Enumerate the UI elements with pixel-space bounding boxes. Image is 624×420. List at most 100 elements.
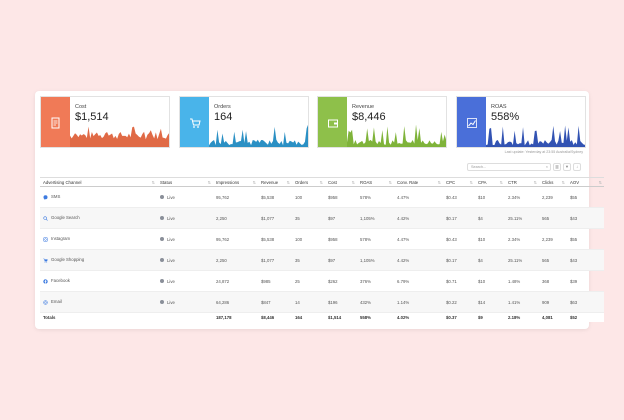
kpi-row: Cost $1,514 Orders 164 Revenue $8,446 RO…: [40, 96, 586, 153]
table-row[interactable]: Google Search Live 2,250 $1,077 35 $97 1,105% 4…: [40, 207, 604, 229]
kpi-value: 558%: [491, 111, 520, 123]
columns-button[interactable]: ▥: [553, 162, 561, 171]
close-icon[interactable]: ×: [545, 164, 548, 169]
sort-icon[interactable]: ⇅: [351, 180, 355, 185]
sort-icon[interactable]: ⇅: [598, 180, 602, 185]
table-cell: $0.17: [443, 207, 475, 229]
column-header[interactable]: AOV ⇅: [567, 177, 604, 187]
totals-cell: $52: [567, 312, 604, 322]
column-header-label: Orders: [295, 179, 309, 185]
column-header[interactable]: CTR ⇅: [505, 177, 539, 187]
column-header[interactable]: Cost ⇅: [325, 177, 357, 187]
column-header[interactable]: ROAS ⇅: [357, 177, 394, 187]
table-cell: $958: [325, 228, 357, 250]
table-cell: 2.34%: [505, 228, 539, 250]
table-cell: $55: [567, 186, 604, 208]
table-cell: 2,250: [213, 207, 258, 229]
sort-icon[interactable]: ⇅: [561, 180, 565, 185]
column-header[interactable]: CPA ⇅: [475, 177, 505, 187]
table-cell: 100: [292, 228, 325, 250]
sort-icon[interactable]: ⇅: [319, 180, 323, 185]
table-row[interactable]: Email Live 64,286 $847 14 $196 432% 1.14% $0.22 $…: [40, 291, 604, 313]
table-row[interactable]: Facebook Live 24,872 $985 25 $262 376% 6.79% $0.…: [40, 270, 604, 292]
totals-cell: 187,178: [213, 312, 258, 322]
shopping-cart-icon: [43, 258, 48, 263]
table-cell: $10: [475, 186, 505, 208]
table-cell: 25.11%: [505, 249, 539, 271]
column-header[interactable]: CPC ⇅: [443, 177, 475, 187]
totals-cell: Totals: [40, 312, 157, 322]
status-check-icon: [160, 279, 164, 284]
totals-cell: $1,514: [325, 312, 357, 322]
sort-icon[interactable]: ⇅: [207, 180, 211, 185]
status-text: Live: [167, 257, 175, 263]
column-header[interactable]: Clicks ⇅: [539, 177, 567, 187]
sort-icon[interactable]: ⇅: [469, 180, 473, 185]
sort-icon[interactable]: ⇅: [252, 180, 256, 185]
sort-icon[interactable]: ⇅: [533, 180, 537, 185]
sort-icon[interactable]: ⇅: [499, 180, 503, 185]
cost-tile: [41, 97, 70, 147]
table-row[interactable]: Instagram Live 95,762 $5,538 100 $958 578% 4.47…: [40, 228, 604, 250]
table-cell: 1,105%: [357, 207, 394, 229]
table-cell: $0.71: [443, 270, 475, 292]
column-header[interactable]: Revenue ⇅: [258, 177, 292, 187]
status-cell: Live: [157, 270, 213, 292]
status-text: Live: [167, 215, 175, 221]
kpi-revenue[interactable]: Revenue $8,446: [317, 96, 447, 148]
table-cell: 909: [539, 291, 567, 313]
receipt-icon: [51, 117, 59, 129]
sort-icon[interactable]: ⇅: [151, 180, 155, 185]
last-update-text: Last update: Yesterday at 23:55 Australi…: [504, 150, 583, 154]
column-header-label: ROAS: [360, 179, 373, 185]
table-cell: 2,239: [539, 228, 567, 250]
kpi-cost[interactable]: Cost $1,514: [40, 96, 170, 148]
revenue-sparkline: [347, 125, 446, 147]
kpi-orders[interactable]: Orders 164: [179, 96, 309, 148]
table-cell: 4.47%: [394, 186, 443, 208]
roas-sparkline: [486, 125, 585, 147]
totals-cell: 4,081: [539, 312, 567, 322]
dashboard-panel: Cost $1,514 Orders 164 Revenue $8,446 RO…: [35, 91, 604, 329]
column-header[interactable]: Conv. Rate ⇅: [394, 177, 443, 187]
table-toolbar: Search... × ▥ ▼ ↓: [467, 162, 581, 171]
table-row[interactable]: SMS Live 95,762 $5,538 100 $958 578% 4.47% $0.43…: [40, 186, 604, 208]
table-cell: 1.41%: [505, 291, 539, 313]
filter-button[interactable]: ▼: [563, 162, 571, 171]
sparkline-area: [486, 125, 585, 147]
download-icon: ↓: [576, 164, 578, 169]
column-header[interactable]: Status ⇅: [157, 177, 213, 187]
table-row[interactable]: Google Shopping Live 2,250 $1,077 35 $97 1,105…: [40, 249, 604, 271]
facebook-icon: [43, 278, 48, 284]
sort-icon[interactable]: ⇅: [286, 180, 290, 185]
export-button[interactable]: ↓: [573, 162, 581, 171]
kpi-label: Cost: [75, 104, 87, 110]
column-header[interactable]: Impressions ⇅: [213, 177, 258, 187]
orders-tile: [180, 97, 209, 147]
sparkline-area: [209, 125, 308, 147]
status-check-icon: [160, 216, 164, 221]
chat-icon: [43, 194, 48, 200]
kpi-label: ROAS: [491, 104, 507, 110]
column-header[interactable]: Advertising Channel ⇅: [40, 177, 157, 187]
search-input[interactable]: Search... ×: [467, 162, 551, 171]
sort-icon[interactable]: ⇅: [388, 180, 392, 185]
table-cell: 376%: [357, 270, 394, 292]
channel-cell: SMS: [40, 186, 157, 208]
status-cell: Live: [157, 186, 213, 208]
table-cell: 14: [292, 291, 325, 313]
table-cell: $0.17: [443, 249, 475, 271]
channels-table: Advertising Channel ⇅ Status ⇅ Impressions ⇅ R…: [40, 177, 604, 322]
kpi-roas[interactable]: ROAS 558%: [456, 96, 586, 148]
table-cell: $4: [475, 207, 505, 229]
sort-icon[interactable]: ⇅: [437, 180, 441, 185]
column-header[interactable]: Orders ⇅: [292, 177, 325, 187]
kpi-label: Orders: [214, 104, 231, 110]
search-placeholder: Search...: [471, 164, 487, 169]
table-cell: 1,105%: [357, 249, 394, 271]
table-cell: 95,762: [213, 228, 258, 250]
table-cell: 1.48%: [505, 270, 539, 292]
totals-cell: $0.37: [443, 312, 475, 322]
table-cell: $97: [325, 207, 357, 229]
table-cell: 432%: [357, 291, 394, 313]
